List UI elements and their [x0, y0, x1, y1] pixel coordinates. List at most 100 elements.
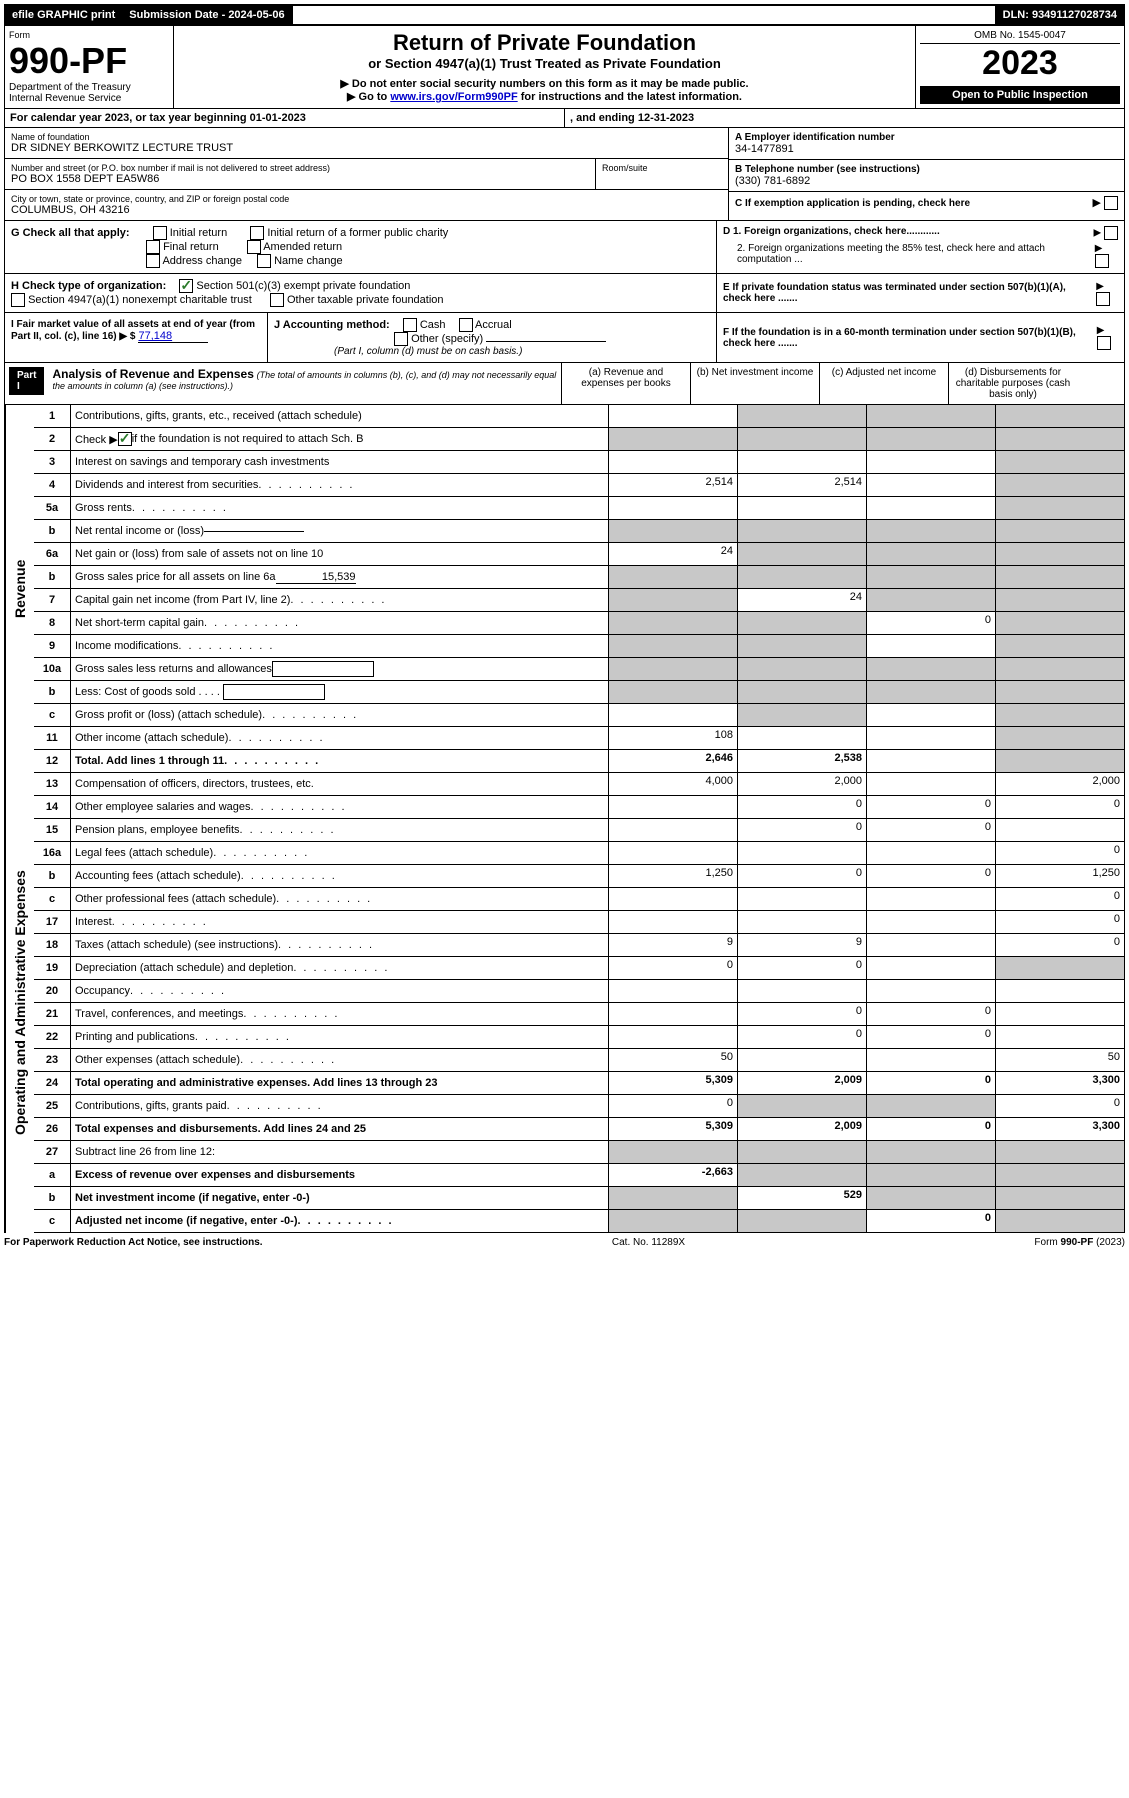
- ln-7-desc: Capital gain net income (from Part IV, l…: [71, 589, 609, 611]
- ln-18-d: 0: [996, 934, 1124, 956]
- j-check-accrual[interactable]: [459, 318, 473, 332]
- line-20: 20Occupancy: [34, 980, 1125, 1003]
- j-other: Other (specify): [394, 333, 606, 345]
- col-d-hdr: (d) Disbursements for charitable purpose…: [949, 363, 1077, 404]
- line-16b: bAccounting fees (attach schedule)1,2500…: [34, 865, 1125, 888]
- ln-11-c: [867, 727, 996, 749]
- ln-5b-line: [204, 531, 304, 532]
- ln-15-d: [996, 819, 1124, 841]
- ln-12-a: 2,646: [609, 750, 738, 772]
- ln-6a-d: [996, 543, 1124, 565]
- addr-label: Number and street (or P.O. box number if…: [11, 163, 589, 173]
- ln-24-a: 5,309: [609, 1072, 738, 1094]
- g-check-initial[interactable]: [153, 226, 167, 240]
- g-check-amended[interactable]: [247, 240, 261, 254]
- ln-18-desc: Taxes (attach schedule) (see instruction…: [71, 934, 609, 956]
- ln-3-b: [738, 451, 867, 473]
- ln-27-d: [996, 1141, 1124, 1163]
- line-16a: 16aLegal fees (attach schedule)0: [34, 842, 1125, 865]
- ln-26-a: 5,309: [609, 1118, 738, 1140]
- form-title: Return of Private Foundation: [178, 30, 911, 56]
- g-check-initial-former[interactable]: [250, 226, 264, 240]
- h-check-other-tax[interactable]: [270, 293, 284, 307]
- f-end: ▶: [1097, 325, 1118, 350]
- room-block: Room/suite: [595, 159, 728, 189]
- g-opt-amended: Amended return: [263, 241, 342, 253]
- e-label: E If private foundation status was termi…: [723, 282, 1096, 304]
- ln-5b-d: [996, 520, 1124, 542]
- d2-checkbox[interactable]: [1095, 254, 1109, 268]
- i-block: I Fair market value of all assets at end…: [5, 313, 268, 362]
- f-checkbox[interactable]: [1097, 336, 1111, 350]
- g-check-address[interactable]: [146, 254, 160, 268]
- ln-21-desc: Travel, conferences, and meetings: [71, 1003, 609, 1025]
- ln-11-num: 11: [34, 727, 71, 749]
- city-block: City or town, state or province, country…: [5, 190, 728, 220]
- j-other-line: [486, 341, 606, 342]
- ln-12-c: [867, 750, 996, 772]
- g-opt-initial-former: Initial return of a former public charit…: [267, 227, 448, 239]
- header-left: Form 990-PF Department of the Treasury I…: [5, 26, 174, 108]
- ln-27c-d: [996, 1210, 1124, 1232]
- h-check-501c3[interactable]: [179, 279, 193, 293]
- g-opt-3: Amended return: [247, 241, 342, 253]
- ln-10a-c: [867, 658, 996, 680]
- ln-5a-a: [609, 497, 738, 519]
- ln-3-desc: Interest on savings and temporary cash i…: [71, 451, 609, 473]
- line-14: 14Other employee salaries and wages000: [34, 796, 1125, 819]
- ln-25-num: 25: [34, 1095, 71, 1117]
- c-arrow: ▶: [1092, 196, 1118, 210]
- i-j-f-row: I Fair market value of all assets at end…: [4, 313, 1125, 363]
- h-check-4947[interactable]: [11, 293, 25, 307]
- j-check-other[interactable]: [394, 332, 408, 346]
- h-opt-3: Other taxable private foundation: [270, 294, 444, 306]
- line-5a: 5aGross rents: [34, 497, 1125, 520]
- c-checkbox[interactable]: [1104, 196, 1118, 210]
- form-number: 990-PF: [9, 40, 169, 82]
- ln-23-num: 23: [34, 1049, 71, 1071]
- ln-10b-a: [609, 681, 738, 703]
- ln-25-desc: Contributions, gifts, grants paid: [71, 1095, 609, 1117]
- open-inspection: Open to Public Inspection: [920, 86, 1120, 104]
- j-other-label: Other (specify): [411, 333, 483, 345]
- ln-17-num: 17: [34, 911, 71, 933]
- ln-4-a: 2,514: [609, 474, 738, 496]
- g-check-final[interactable]: [146, 240, 160, 254]
- ln-2-a: [609, 428, 738, 450]
- g-check-name[interactable]: [257, 254, 271, 268]
- ln-27-a: [609, 1141, 738, 1163]
- j-cash: Cash: [403, 319, 446, 331]
- ln-2-checkbox[interactable]: [118, 432, 132, 446]
- ln-10b-num: b: [34, 681, 71, 703]
- ln-19-num: 19: [34, 957, 71, 979]
- ln-2-desc: Check ▶ if the foundation is not require…: [71, 428, 609, 450]
- ln-22-a: [609, 1026, 738, 1048]
- c-block: C If exemption application is pending, c…: [729, 192, 1124, 214]
- ln-10b-desc: Less: Cost of goods sold . . . .: [71, 681, 609, 703]
- col-b-hdr: (b) Net investment income: [691, 363, 820, 404]
- top-spacer: [293, 6, 997, 24]
- ln-22-b: 0: [738, 1026, 867, 1048]
- tax-year: 2023: [920, 44, 1120, 83]
- irs-link[interactable]: www.irs.gov/Form990PF: [390, 91, 517, 103]
- part1-title-cell: Part I Analysis of Revenue and Expenses …: [5, 363, 562, 404]
- d2-row: 2. Foreign organizations meeting the 85%…: [723, 243, 1118, 268]
- ln-15-b: 0: [738, 819, 867, 841]
- footer-right: Form 990-PF (2023): [1034, 1237, 1125, 1248]
- ln-10c-desc: Gross profit or (loss) (attach schedule): [71, 704, 609, 726]
- e-checkbox[interactable]: [1096, 292, 1110, 306]
- ln-27a-desc: Excess of revenue over expenses and disb…: [71, 1164, 609, 1186]
- line-5b: bNet rental income or (loss): [34, 520, 1125, 543]
- ln-19-d: [996, 957, 1124, 979]
- fmv-value[interactable]: 77,148: [138, 330, 208, 343]
- ln-15-a: [609, 819, 738, 841]
- ln-9-num: 9: [34, 635, 71, 657]
- j-check-cash[interactable]: [403, 318, 417, 332]
- ln-26-num: 26: [34, 1118, 71, 1140]
- phone-block: B Telephone number (see instructions) (3…: [729, 160, 1124, 192]
- d1-checkbox[interactable]: [1104, 226, 1118, 240]
- ln-10a-d: [996, 658, 1124, 680]
- j-block: J Accounting method: Cash Accrual Other …: [268, 313, 716, 362]
- line-9: 9Income modifications: [34, 635, 1125, 658]
- g-opt-1: Initial return of a former public charit…: [250, 227, 448, 239]
